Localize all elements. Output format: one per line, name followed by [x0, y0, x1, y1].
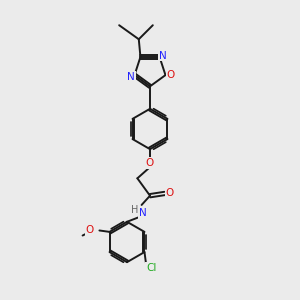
Text: N: N: [139, 208, 146, 218]
Text: O: O: [146, 158, 154, 168]
Text: O: O: [86, 226, 94, 236]
Text: N: N: [159, 50, 167, 61]
Text: N: N: [127, 71, 135, 82]
Text: O: O: [167, 70, 175, 80]
Text: H: H: [131, 205, 139, 215]
Text: O: O: [166, 188, 174, 199]
Text: Cl: Cl: [146, 263, 157, 273]
